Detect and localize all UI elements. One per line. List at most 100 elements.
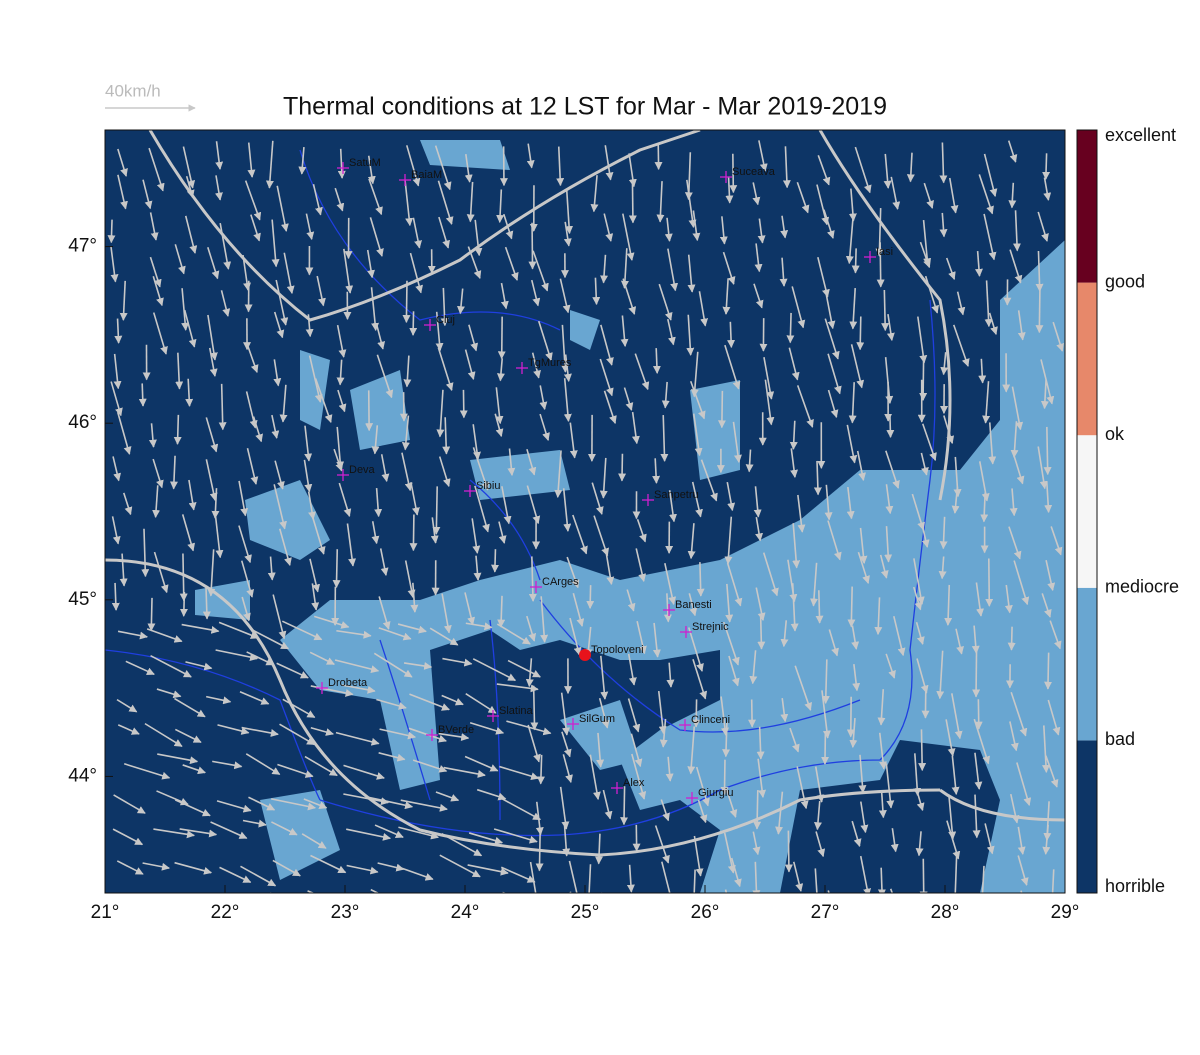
- x-tick-label: 24°: [451, 902, 480, 923]
- wind-arrow: [890, 415, 891, 437]
- wind-arrow: [177, 415, 178, 444]
- colorbar-segment: [1077, 588, 1097, 741]
- wind-arrow: [270, 893, 314, 901]
- city-label: TgMures: [528, 357, 572, 369]
- wind-arrow: [406, 281, 407, 323]
- wind-arrow: [790, 313, 791, 343]
- wind-arrow: [881, 868, 882, 897]
- city-label: Banesti: [675, 599, 712, 611]
- colorbar-segment: [1077, 435, 1097, 588]
- city-label: Iasi: [876, 246, 893, 258]
- wind-arrow: [252, 897, 293, 912]
- wind-arrow: [531, 897, 534, 936]
- wind-arrow: [726, 890, 734, 929]
- wind-arrow: [730, 322, 731, 347]
- colorbar-label: good: [1105, 271, 1145, 291]
- wind-arrow: [1047, 427, 1048, 474]
- colorbar-label: ok: [1105, 424, 1125, 444]
- colorbar-label: bad: [1105, 729, 1135, 749]
- wind-arrow: [849, 901, 850, 941]
- wind-arrow: [819, 590, 820, 623]
- wind-arrow: [788, 831, 789, 872]
- city-label: CArges: [542, 576, 579, 588]
- wind-arrow: [884, 290, 885, 330]
- wind-arrow: [142, 383, 143, 406]
- city-label: BaiaM: [411, 169, 442, 181]
- wind-arrow: [726, 722, 727, 756]
- wind-arrow: [436, 486, 437, 534]
- wind-arrow: [1021, 891, 1029, 920]
- wind-arrow: [111, 220, 112, 243]
- wind-arrow: [413, 311, 414, 335]
- wind-arrow: [336, 549, 337, 587]
- y-tick-label: 47°: [68, 236, 97, 257]
- x-tick-label: 26°: [691, 902, 720, 923]
- wind-arrow: [503, 893, 538, 903]
- wind-arrow: [590, 585, 591, 608]
- wind-arrow: [761, 617, 762, 649]
- x-tick-label: 28°: [931, 902, 960, 923]
- wind-arrow: [539, 829, 540, 871]
- city-label: Slatina: [499, 705, 534, 717]
- title: Thermal conditions at 12 LST for Mar - M…: [283, 93, 887, 121]
- city-label: Giurgiu: [698, 787, 733, 799]
- wind-arrow: [923, 358, 924, 400]
- y-tick-label: 45°: [68, 589, 97, 610]
- wind-arrow: [891, 889, 902, 920]
- wind-arrow: [115, 583, 116, 610]
- x-tick-label: 27°: [811, 902, 840, 923]
- colorbar-segment: [1077, 283, 1097, 436]
- wind-arrow: [631, 901, 640, 933]
- city-label: SatuM: [349, 157, 381, 169]
- wind-arrow: [632, 180, 633, 222]
- wind-arrow: [403, 901, 444, 914]
- city-label: Cluj: [436, 314, 455, 326]
- x-tick-label: 21°: [91, 902, 120, 923]
- wind-arrow: [976, 650, 977, 696]
- wind-arrow: [722, 391, 723, 428]
- wind-arrow: [793, 896, 801, 922]
- wind-arrow: [817, 461, 818, 495]
- city-label: SilGum: [579, 713, 615, 725]
- city-label: Sibiu: [476, 480, 500, 492]
- x-tick-label: 22°: [211, 902, 240, 923]
- wind-arrow: [624, 786, 625, 824]
- wind-arrow: [206, 587, 207, 619]
- wind-arrow: [595, 278, 596, 305]
- wind-arrow: [151, 903, 184, 915]
- wind-arrow: [656, 348, 657, 373]
- city-label: Sanpetru: [654, 489, 699, 501]
- city-label: Suceava: [732, 166, 776, 178]
- wind-arrow: [921, 729, 922, 770]
- city-label: Strejnic: [692, 621, 729, 633]
- colorbar-segment: [1077, 130, 1097, 283]
- wind-arrow: [121, 901, 160, 915]
- wind-arrow: [118, 319, 119, 343]
- wind-arrow: [534, 686, 535, 730]
- map-area: [105, 130, 1065, 947]
- wind-arrow: [855, 248, 856, 272]
- wind-arrow: [1011, 627, 1012, 650]
- wind-arrow: [918, 898, 927, 931]
- wind-arrow: [184, 592, 185, 616]
- wind-arrow: [851, 587, 852, 627]
- wind-arrow: [759, 891, 763, 932]
- reference-label: 40km/h: [105, 81, 161, 100]
- wind-arrow: [860, 316, 861, 349]
- colorbar-label: horrible: [1105, 876, 1165, 896]
- highlight-marker: [579, 649, 591, 661]
- wind-arrow: [495, 549, 496, 572]
- wind-arrow: [187, 896, 219, 901]
- wind-arrow: [700, 562, 701, 596]
- wind-arrow: [694, 870, 695, 900]
- x-tick-label: 23°: [331, 902, 360, 923]
- y-tick-label: 46°: [68, 412, 97, 433]
- colorbar-label: mediocre: [1105, 577, 1179, 597]
- wind-arrow: [1048, 653, 1049, 689]
- colorbar-label: excellent: [1105, 125, 1176, 145]
- wind-arrow: [541, 755, 542, 784]
- wind-arrow: [1046, 153, 1047, 179]
- wind-arrow: [982, 901, 992, 947]
- city-label: Clinceni: [691, 714, 730, 726]
